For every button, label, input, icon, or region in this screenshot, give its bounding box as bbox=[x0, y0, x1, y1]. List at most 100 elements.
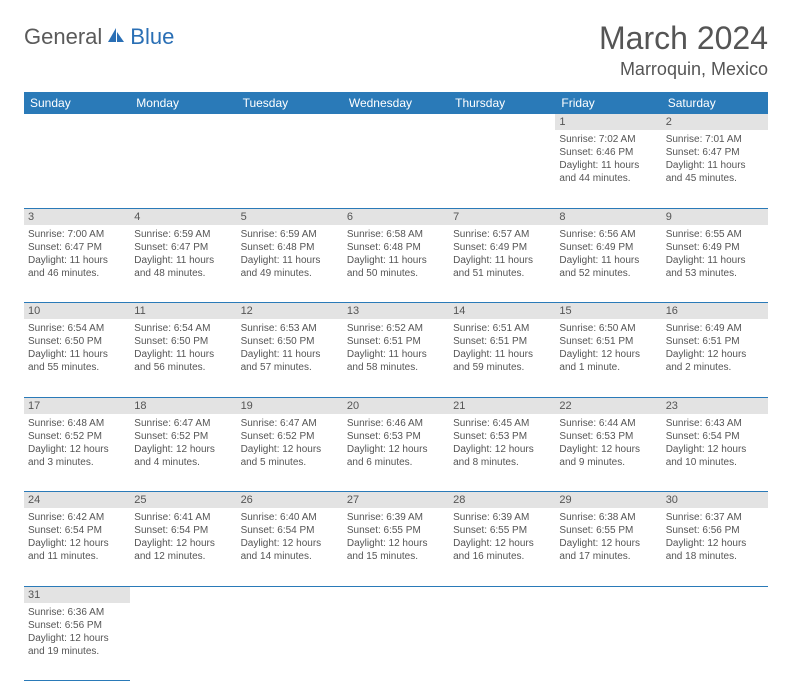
sunset-text: Sunset: 6:56 PM bbox=[28, 619, 126, 632]
day-cell bbox=[237, 603, 343, 681]
sunset-text: Sunset: 6:47 PM bbox=[28, 241, 126, 254]
day-cell: Sunrise: 6:58 AMSunset: 6:48 PMDaylight:… bbox=[343, 225, 449, 303]
daylight-text: Daylight: 12 hours and 3 minutes. bbox=[28, 443, 126, 469]
sunrise-text: Sunrise: 6:39 AM bbox=[347, 511, 445, 524]
sunset-text: Sunset: 6:54 PM bbox=[241, 524, 339, 537]
daynum-cell: 11 bbox=[130, 303, 236, 320]
day-cell bbox=[130, 603, 236, 681]
daylight-text: Daylight: 11 hours and 58 minutes. bbox=[347, 348, 445, 374]
day-cell: Sunrise: 6:59 AMSunset: 6:48 PMDaylight:… bbox=[237, 225, 343, 303]
sunset-text: Sunset: 6:55 PM bbox=[559, 524, 657, 537]
day-cell: Sunrise: 6:53 AMSunset: 6:50 PMDaylight:… bbox=[237, 319, 343, 397]
sunset-text: Sunset: 6:49 PM bbox=[666, 241, 764, 254]
daylight-text: Daylight: 11 hours and 49 minutes. bbox=[241, 254, 339, 280]
sunset-text: Sunset: 6:47 PM bbox=[134, 241, 232, 254]
daynum-cell: 27 bbox=[343, 492, 449, 509]
sunset-text: Sunset: 6:51 PM bbox=[559, 335, 657, 348]
daynum-cell bbox=[662, 586, 768, 603]
day-cell: Sunrise: 6:39 AMSunset: 6:55 PMDaylight:… bbox=[343, 508, 449, 586]
day-cell: Sunrise: 6:59 AMSunset: 6:47 PMDaylight:… bbox=[130, 225, 236, 303]
daynum-row: 24252627282930 bbox=[24, 492, 768, 509]
week-row: Sunrise: 7:02 AMSunset: 6:46 PMDaylight:… bbox=[24, 130, 768, 208]
sunset-text: Sunset: 6:54 PM bbox=[134, 524, 232, 537]
sunset-text: Sunset: 6:53 PM bbox=[453, 430, 551, 443]
day-cell: Sunrise: 6:38 AMSunset: 6:55 PMDaylight:… bbox=[555, 508, 661, 586]
sunrise-text: Sunrise: 7:02 AM bbox=[559, 133, 657, 146]
sunset-text: Sunset: 6:54 PM bbox=[666, 430, 764, 443]
sunrise-text: Sunrise: 7:01 AM bbox=[666, 133, 764, 146]
dayhead-sunday: Sunday bbox=[24, 92, 130, 114]
sunrise-text: Sunrise: 6:37 AM bbox=[666, 511, 764, 524]
daynum-cell: 4 bbox=[130, 208, 236, 225]
day-cell bbox=[237, 130, 343, 208]
day-cell bbox=[555, 603, 661, 681]
sunset-text: Sunset: 6:55 PM bbox=[453, 524, 551, 537]
sunrise-text: Sunrise: 6:39 AM bbox=[453, 511, 551, 524]
day-cell: Sunrise: 6:36 AMSunset: 6:56 PMDaylight:… bbox=[24, 603, 130, 681]
title-block: March 2024 Marroquin, Mexico bbox=[599, 20, 768, 80]
daylight-text: Daylight: 12 hours and 18 minutes. bbox=[666, 537, 764, 563]
daynum-cell bbox=[343, 586, 449, 603]
daynum-cell: 5 bbox=[237, 208, 343, 225]
sunrise-text: Sunrise: 6:43 AM bbox=[666, 417, 764, 430]
daylight-text: Daylight: 12 hours and 17 minutes. bbox=[559, 537, 657, 563]
daynum-cell: 24 bbox=[24, 492, 130, 509]
daylight-text: Daylight: 12 hours and 8 minutes. bbox=[453, 443, 551, 469]
sunrise-text: Sunrise: 6:44 AM bbox=[559, 417, 657, 430]
sunrise-text: Sunrise: 6:50 AM bbox=[559, 322, 657, 335]
sunrise-text: Sunrise: 6:40 AM bbox=[241, 511, 339, 524]
week-row: Sunrise: 6:42 AMSunset: 6:54 PMDaylight:… bbox=[24, 508, 768, 586]
day-cell bbox=[662, 603, 768, 681]
daynum-cell bbox=[130, 114, 236, 130]
sunrise-text: Sunrise: 6:54 AM bbox=[134, 322, 232, 335]
dayhead-thursday: Thursday bbox=[449, 92, 555, 114]
daynum-cell: 18 bbox=[130, 397, 236, 414]
sunrise-text: Sunrise: 6:47 AM bbox=[241, 417, 339, 430]
daynum-cell: 22 bbox=[555, 397, 661, 414]
daylight-text: Daylight: 11 hours and 59 minutes. bbox=[453, 348, 551, 374]
dayhead-saturday: Saturday bbox=[662, 92, 768, 114]
daynum-cell bbox=[555, 586, 661, 603]
sunset-text: Sunset: 6:56 PM bbox=[666, 524, 764, 537]
sunrise-text: Sunrise: 6:38 AM bbox=[559, 511, 657, 524]
daynum-row: 31 bbox=[24, 586, 768, 603]
daynum-cell: 10 bbox=[24, 303, 130, 320]
daylight-text: Daylight: 12 hours and 15 minutes. bbox=[347, 537, 445, 563]
dayhead-row: SundayMondayTuesdayWednesdayThursdayFrid… bbox=[24, 92, 768, 114]
daynum-cell: 12 bbox=[237, 303, 343, 320]
daynum-cell: 7 bbox=[449, 208, 555, 225]
daynum-cell bbox=[24, 114, 130, 130]
daynum-cell: 29 bbox=[555, 492, 661, 509]
month-title: March 2024 bbox=[599, 20, 768, 57]
day-cell bbox=[449, 130, 555, 208]
day-cell bbox=[449, 603, 555, 681]
daynum-cell: 3 bbox=[24, 208, 130, 225]
location: Marroquin, Mexico bbox=[599, 59, 768, 80]
dayhead-monday: Monday bbox=[130, 92, 236, 114]
day-cell: Sunrise: 6:56 AMSunset: 6:49 PMDaylight:… bbox=[555, 225, 661, 303]
header: General Blue March 2024 Marroquin, Mexic… bbox=[24, 20, 768, 80]
day-cell: Sunrise: 6:47 AMSunset: 6:52 PMDaylight:… bbox=[130, 414, 236, 492]
daylight-text: Daylight: 11 hours and 53 minutes. bbox=[666, 254, 764, 280]
daynum-row: 17181920212223 bbox=[24, 397, 768, 414]
daylight-text: Daylight: 12 hours and 12 minutes. bbox=[134, 537, 232, 563]
sunset-text: Sunset: 6:53 PM bbox=[559, 430, 657, 443]
day-cell: Sunrise: 6:45 AMSunset: 6:53 PMDaylight:… bbox=[449, 414, 555, 492]
sunrise-text: Sunrise: 6:51 AM bbox=[453, 322, 551, 335]
daynum-cell: 2 bbox=[662, 114, 768, 130]
day-cell bbox=[130, 130, 236, 208]
day-cell: Sunrise: 6:39 AMSunset: 6:55 PMDaylight:… bbox=[449, 508, 555, 586]
daynum-cell bbox=[343, 114, 449, 130]
daylight-text: Daylight: 12 hours and 6 minutes. bbox=[347, 443, 445, 469]
sunset-text: Sunset: 6:52 PM bbox=[134, 430, 232, 443]
day-cell: Sunrise: 6:48 AMSunset: 6:52 PMDaylight:… bbox=[24, 414, 130, 492]
week-row: Sunrise: 6:54 AM Sunset: 6:50 PM Daylight:… bbox=[24, 319, 768, 397]
day-cell: Sunrise: 7:01 AMSunset: 6:47 PMDaylight:… bbox=[662, 130, 768, 208]
sunset-text: Sunset: 6:48 PM bbox=[347, 241, 445, 254]
daynum-cell bbox=[237, 114, 343, 130]
sunset-text: Sunset: 6:50 PM bbox=[28, 335, 126, 348]
daylight-text: Daylight: 11 hours and 57 minutes. bbox=[241, 348, 339, 374]
daynum-cell bbox=[449, 586, 555, 603]
logo-sail-icon bbox=[106, 26, 126, 49]
sunset-text: Sunset: 6:52 PM bbox=[241, 430, 339, 443]
